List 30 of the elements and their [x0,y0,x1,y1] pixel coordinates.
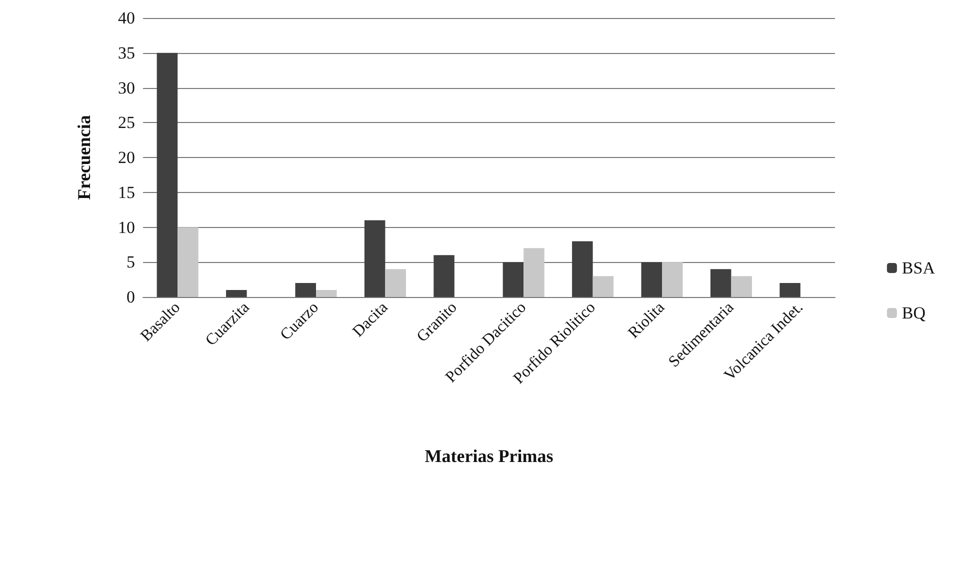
bar [780,283,800,297]
bar [572,241,593,297]
bar [592,276,614,297]
bar [524,248,544,297]
y-tick-label: 30 [118,78,135,98]
bar [316,290,337,297]
legend-label: BSA [902,258,936,278]
bar [731,276,752,297]
bar [178,227,198,297]
bar [364,220,386,297]
y-tick-label: 0 [126,288,135,306]
legend-label: BQ [902,304,926,322]
bar [295,283,316,297]
y-tick-label: 25 [118,113,135,132]
bar [226,290,247,297]
bar [502,262,524,297]
y-tick-label: 40 [118,8,135,28]
y-tick-label: 20 [118,148,135,167]
y-axis-title: Frecuencia [74,115,94,200]
bar [662,262,683,297]
bar [156,52,178,297]
y-tick-label: 5 [126,252,135,272]
bar [434,255,454,297]
bar [385,269,406,297]
y-tick-label: 10 [118,218,135,237]
x-axis-title: Materias Primas [424,446,554,466]
bar [710,269,732,297]
y-tick-label: 15 [118,182,135,202]
y-tick-label: 35 [118,43,135,62]
bar [641,262,662,297]
